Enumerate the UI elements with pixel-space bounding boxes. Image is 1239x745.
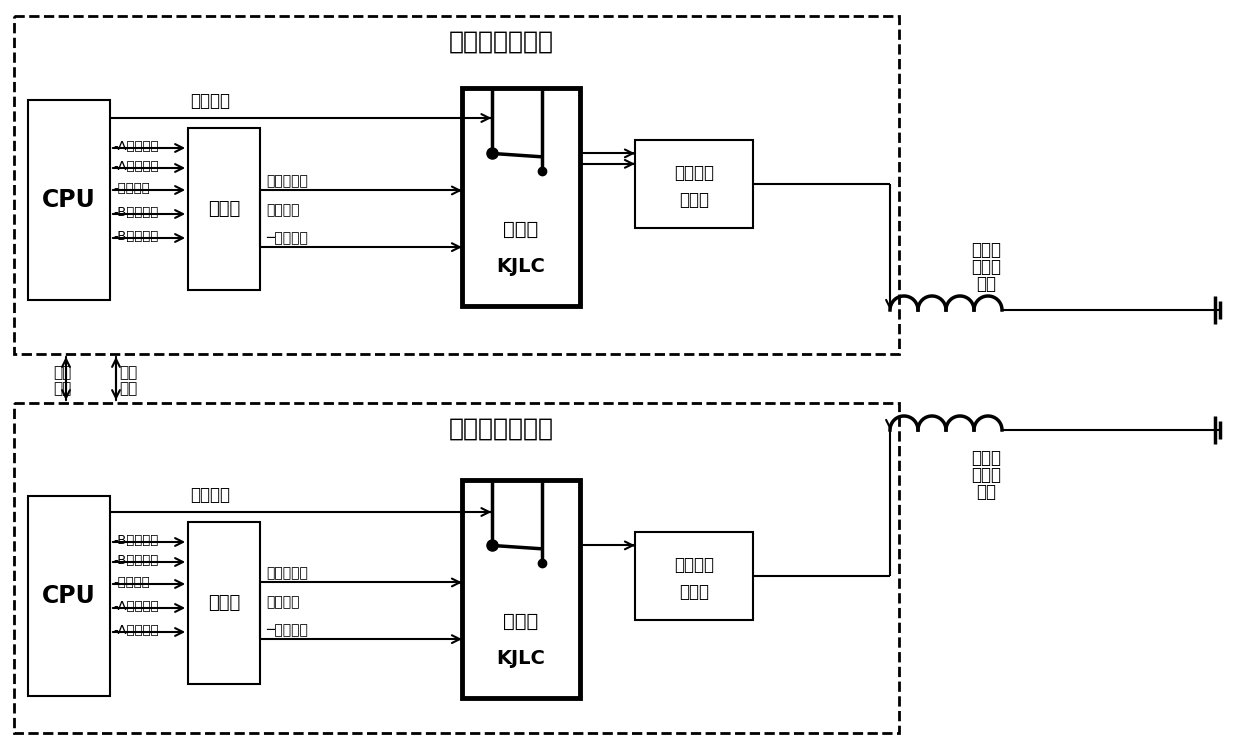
- Bar: [14, 16, 900, 354]
- Text: -B刹车故障: -B刹车故障: [113, 534, 159, 548]
- Text: 主通道: 主通道: [971, 241, 1001, 259]
- Text: 伺服阀切除: 伺服阀切除: [266, 566, 307, 580]
- Text: CPU: CPU: [42, 188, 95, 212]
- Text: 故障: 故障: [119, 381, 138, 396]
- Text: 防滑: 防滑: [53, 365, 71, 380]
- Text: 伺服阀驱: 伺服阀驱: [674, 557, 714, 574]
- Bar: [462, 480, 580, 698]
- Text: -模式信号: -模式信号: [113, 183, 150, 195]
- Text: ＤＡ电压: ＤＡ电压: [190, 486, 230, 504]
- Bar: [636, 140, 753, 228]
- Text: -A刹车故障: -A刹车故障: [113, 141, 159, 153]
- Text: -B防滑故障: -B防滑故障: [113, 230, 159, 244]
- Text: 伺服阀: 伺服阀: [971, 466, 1001, 484]
- Text: 副通道控制单元: 副通道控制单元: [449, 417, 554, 441]
- Text: -B防滑故障: -B防滑故障: [113, 554, 159, 568]
- Text: -A防滑故障: -A防滑故障: [113, 624, 159, 638]
- Text: 主通道控制单元: 主通道控制单元: [449, 30, 554, 54]
- Text: -A防滑故障: -A防滑故障: [113, 160, 159, 174]
- Text: ─静态电压: ─静态电压: [266, 623, 307, 637]
- Bar: [188, 128, 260, 290]
- Text: 控制信号: 控制信号: [266, 203, 300, 217]
- Text: 控制信号: 控制信号: [266, 595, 300, 609]
- Text: KJLC: KJLC: [497, 649, 545, 668]
- Text: 刹车: 刹车: [119, 365, 138, 380]
- Text: 线圈: 线圈: [976, 275, 996, 293]
- Text: -模式信号: -模式信号: [113, 577, 150, 589]
- Bar: [462, 88, 580, 306]
- Text: 线圈: 线圈: [976, 483, 996, 501]
- Text: 动电路: 动电路: [679, 191, 709, 209]
- Text: 故障: 故障: [53, 381, 71, 396]
- Bar: [28, 100, 110, 300]
- Bar: [28, 496, 110, 696]
- Text: 逻辑门: 逻辑门: [208, 200, 240, 218]
- Text: 副通道: 副通道: [971, 449, 1001, 467]
- Text: 伺服阀: 伺服阀: [971, 258, 1001, 276]
- Text: 继电器: 继电器: [503, 221, 539, 239]
- Text: ＤＡ电压: ＤＡ电压: [190, 92, 230, 110]
- Bar: [188, 522, 260, 684]
- Text: ─静态电压: ─静态电压: [266, 231, 307, 245]
- Text: CPU: CPU: [42, 584, 95, 608]
- Text: -B刹车故障: -B刹车故障: [113, 206, 159, 220]
- Text: KJLC: KJLC: [497, 257, 545, 276]
- Text: 逻辑门: 逻辑门: [208, 594, 240, 612]
- Bar: [636, 532, 753, 620]
- Text: 伺服阀切除: 伺服阀切除: [266, 174, 307, 188]
- Text: 动电路: 动电路: [679, 583, 709, 600]
- Text: 继电器: 继电器: [503, 612, 539, 631]
- Bar: [14, 403, 900, 733]
- Text: -A刹车故障: -A刹车故障: [113, 600, 159, 613]
- Text: 伺服阀驱: 伺服阀驱: [674, 165, 714, 183]
